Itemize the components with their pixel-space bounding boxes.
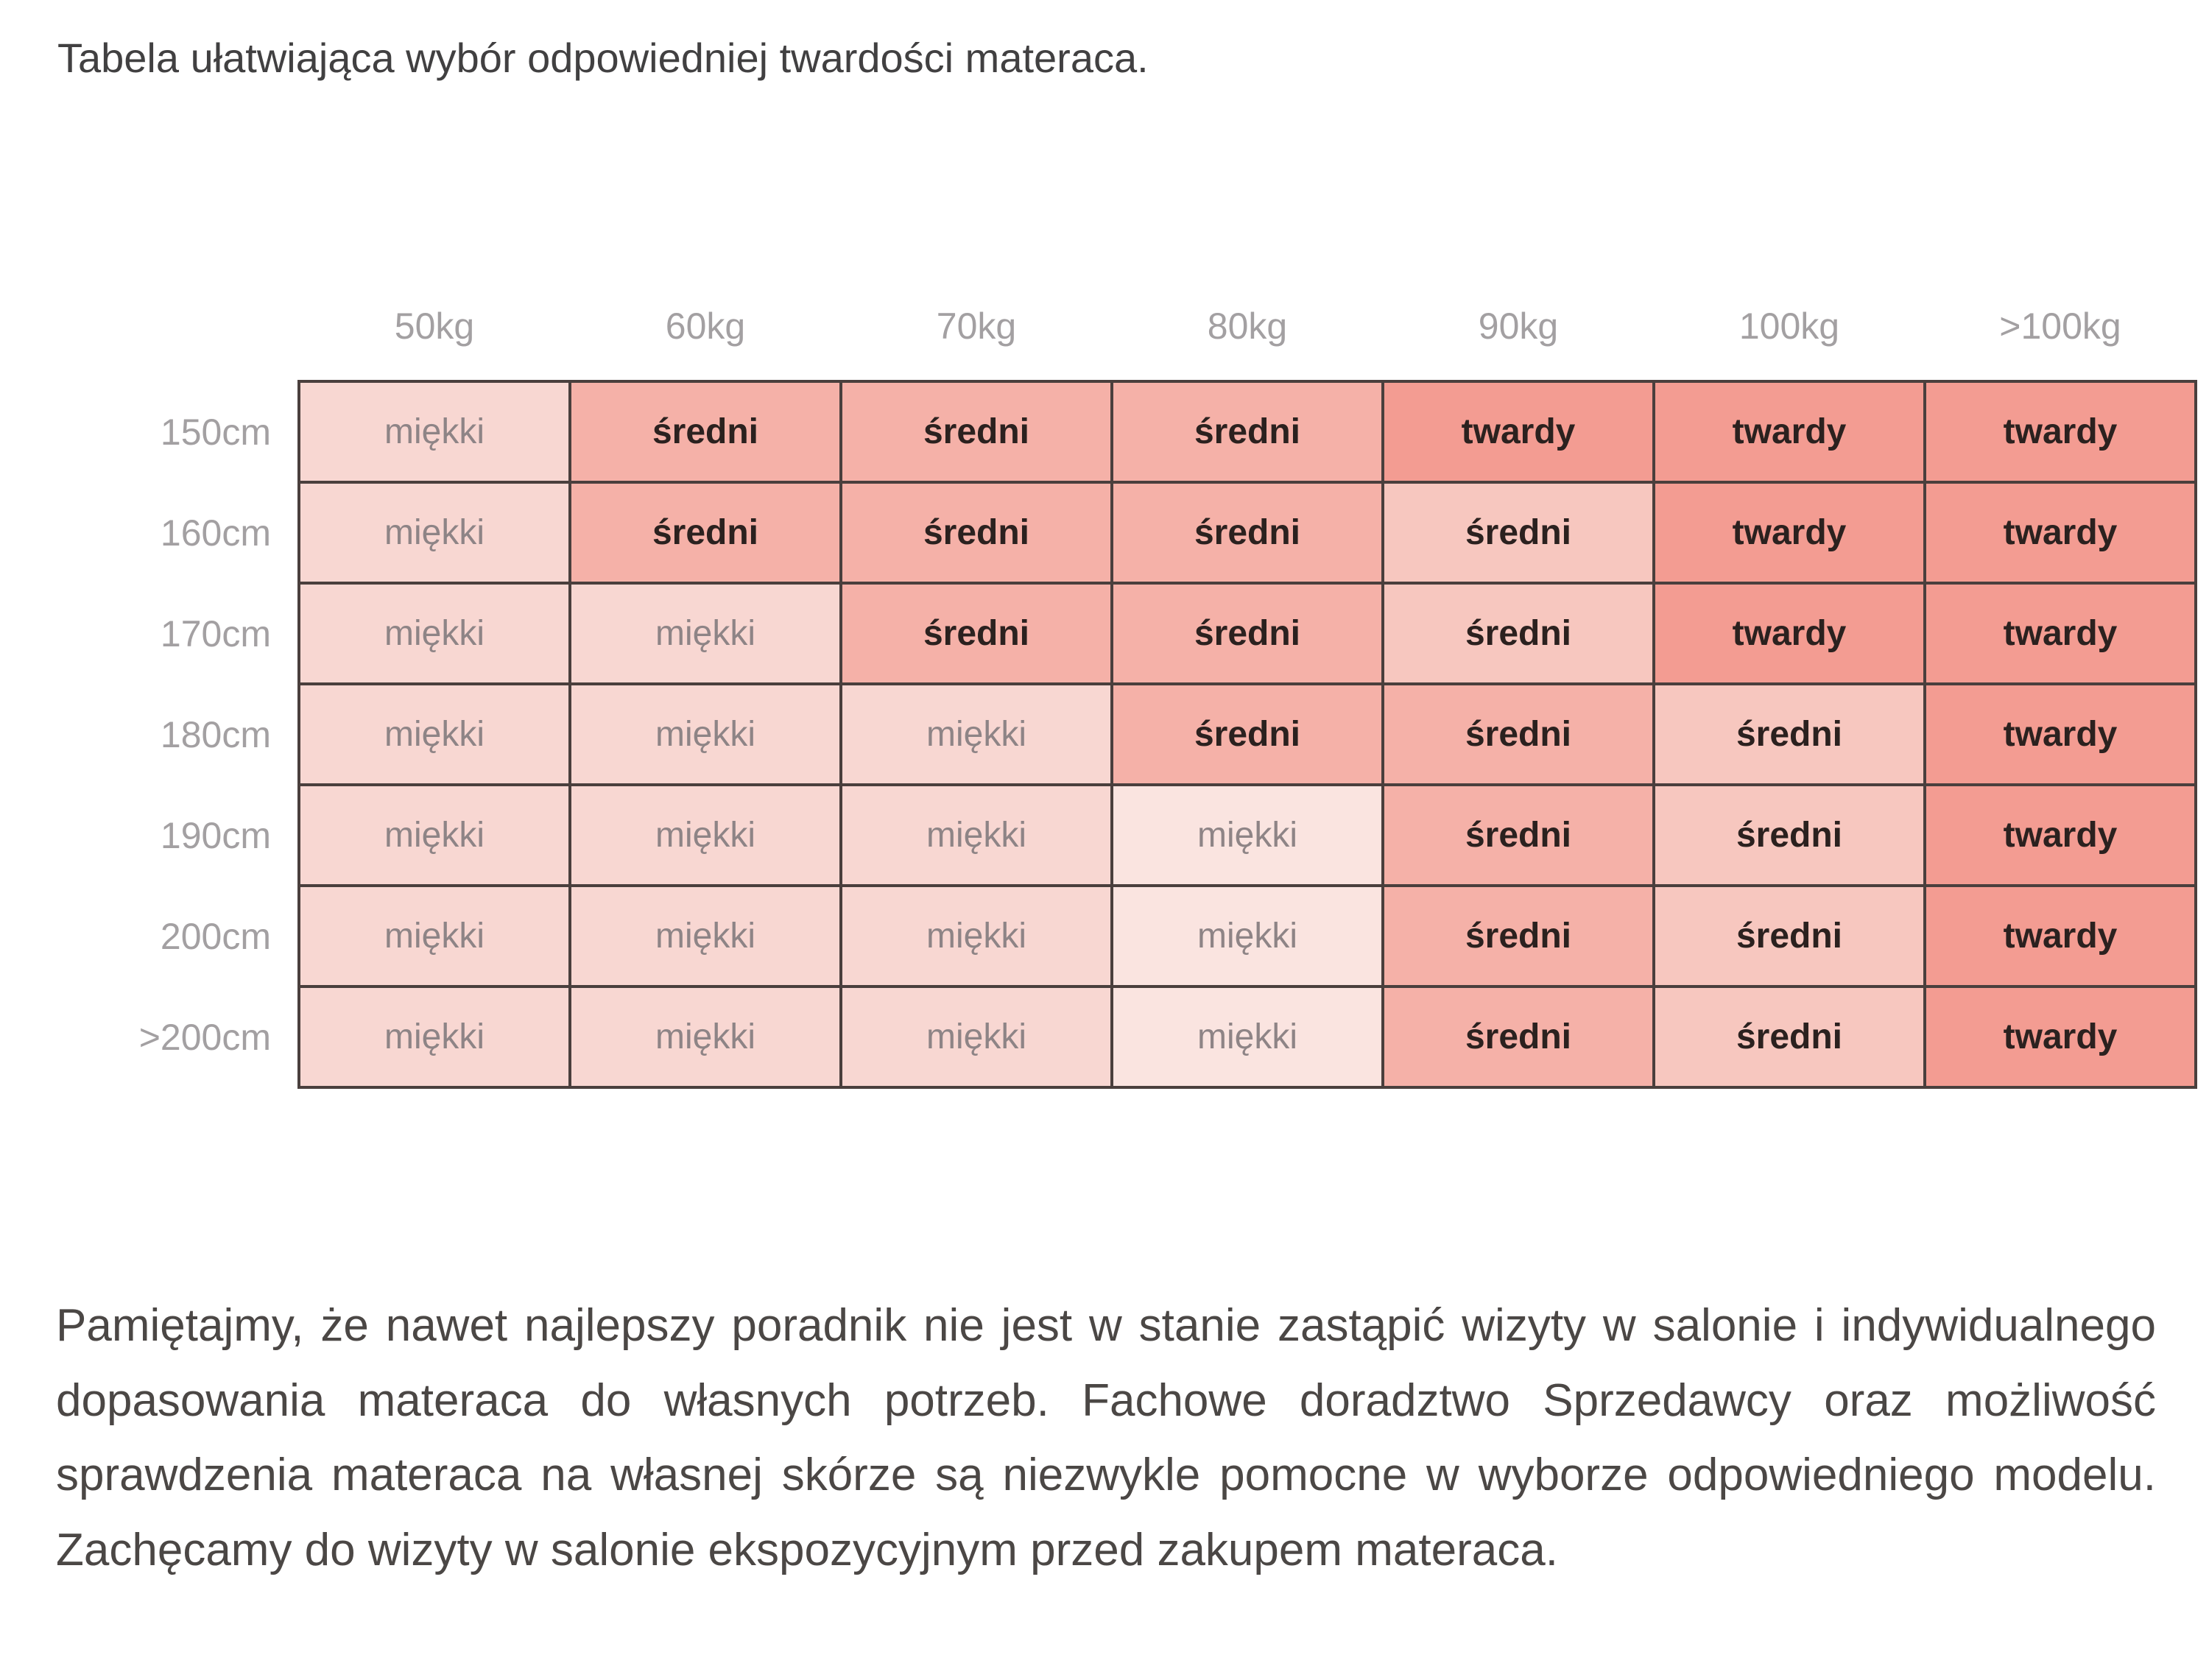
firmness-cell: miękki [1110, 783, 1384, 887]
firmness-cell: miękki [1110, 884, 1384, 988]
firmness-cell: twardy [1652, 582, 1926, 685]
firmness-cell: twardy [1923, 682, 2197, 786]
weight-header: >100kg [1925, 259, 2196, 381]
weight-header: 100kg [1654, 259, 1925, 381]
firmness-cell: miękki [297, 481, 571, 585]
firmness-cell: średni [1652, 682, 1926, 786]
weight-header-row: 50kg 60kg 70kg 80kg 90kg 100kg >100kg [71, 259, 2196, 381]
table-row: 160cm miękki średni średni średni średni tward… [71, 481, 2197, 585]
height-label: 160cm [71, 482, 299, 583]
firmness-table: 50kg 60kg 70kg 80kg 90kg 100kg >100kg 150cm mię… [71, 259, 2197, 1089]
footer-paragraph: Pamiętajmy, że nawet najlepszy poradnik … [56, 1300, 2156, 1576]
firmness-cell: średni [839, 380, 1113, 484]
weight-header: 60kg [570, 259, 841, 381]
height-label: 180cm [71, 684, 299, 785]
firmness-cell: miękki [568, 783, 842, 887]
firmness-cell: średni [1381, 582, 1655, 685]
table-row: 150cm miękki średni średni średni twardy tward… [71, 380, 2197, 484]
firmness-cell: średni [1652, 783, 1926, 887]
firmness-cell: miękki [839, 783, 1113, 887]
page-title: Tabela ułatwiająca wybór odpowiedniej tw… [57, 35, 1149, 81]
firmness-cell: średni [839, 582, 1113, 685]
height-label: 150cm [71, 381, 299, 482]
weight-header: 80kg [1112, 259, 1383, 381]
height-label: 170cm [71, 583, 299, 684]
firmness-cell: twardy [1923, 783, 2197, 887]
table-row: >200cm miękki miękki miękki miękki średni śred… [71, 985, 2197, 1089]
firmness-cell: miękki [839, 985, 1113, 1089]
firmness-cell: twardy [1652, 380, 1926, 484]
firmness-cell: średni [1381, 783, 1655, 887]
firmness-cell: średni [1110, 582, 1384, 685]
firmness-cell: średni [1110, 682, 1384, 786]
firmness-cell: średni [568, 380, 842, 484]
firmness-cell: twardy [1923, 380, 2197, 484]
firmness-cell: twardy [1923, 481, 2197, 585]
weight-header: 70kg [841, 259, 1112, 381]
weight-header-row: 50kg 60kg 70kg 80kg 90kg 100kg >100kg [71, 259, 2196, 381]
table-row: 180cm miękki miękki miękki średni średni średn… [71, 682, 2197, 786]
firmness-cell: twardy [1923, 985, 2197, 1089]
weight-header: 90kg [1383, 259, 1654, 381]
firmness-cell: średni [1381, 985, 1655, 1089]
firmness-cell: miękki [297, 985, 571, 1089]
firmness-cell: średni [839, 481, 1113, 585]
firmness-cell: miękki [1110, 985, 1384, 1089]
firmness-cell: średni [1110, 380, 1384, 484]
corner-cell [71, 259, 299, 381]
firmness-cell: miękki [297, 783, 571, 887]
height-label: 190cm [71, 785, 299, 886]
height-label: 200cm [71, 886, 299, 987]
firmness-cell: miękki [568, 985, 842, 1089]
table-row: 200cm miękki miękki miękki miękki średni średn… [71, 884, 2197, 988]
firmness-cell: twardy [1923, 582, 2197, 685]
firmness-cell: twardy [1381, 380, 1655, 484]
firmness-cell: średni [568, 481, 842, 585]
firmness-cell: miękki [297, 380, 571, 484]
firmness-table-body: 150cm miękki średni średni średni twardy tward… [71, 380, 2197, 1089]
firmness-cell: średni [1652, 884, 1926, 988]
firmness-cell: miękki [297, 682, 571, 786]
firmness-cell: miękki [568, 682, 842, 786]
firmness-cell: miękki [839, 884, 1113, 988]
firmness-cell: twardy [1652, 481, 1926, 585]
weight-header: 50kg [299, 259, 570, 381]
table-row: 190cm miękki miękki miękki miękki średni średn… [71, 783, 2197, 887]
firmness-cell: średni [1652, 985, 1926, 1089]
firmness-cell: miękki [297, 884, 571, 988]
firmness-cell: twardy [1923, 884, 2197, 988]
firmness-cell: średni [1110, 481, 1384, 585]
firmness-cell: miękki [839, 682, 1113, 786]
firmness-cell: miękki [297, 582, 571, 685]
table-row: 170cm miękki miękki średni średni średni tward… [71, 582, 2197, 685]
firmness-cell: średni [1381, 884, 1655, 988]
firmness-cell: miękki [568, 884, 842, 988]
firmness-cell: miękki [568, 582, 842, 685]
firmness-cell: średni [1381, 682, 1655, 786]
height-label: >200cm [71, 987, 299, 1087]
firmness-cell: średni [1381, 481, 1655, 585]
